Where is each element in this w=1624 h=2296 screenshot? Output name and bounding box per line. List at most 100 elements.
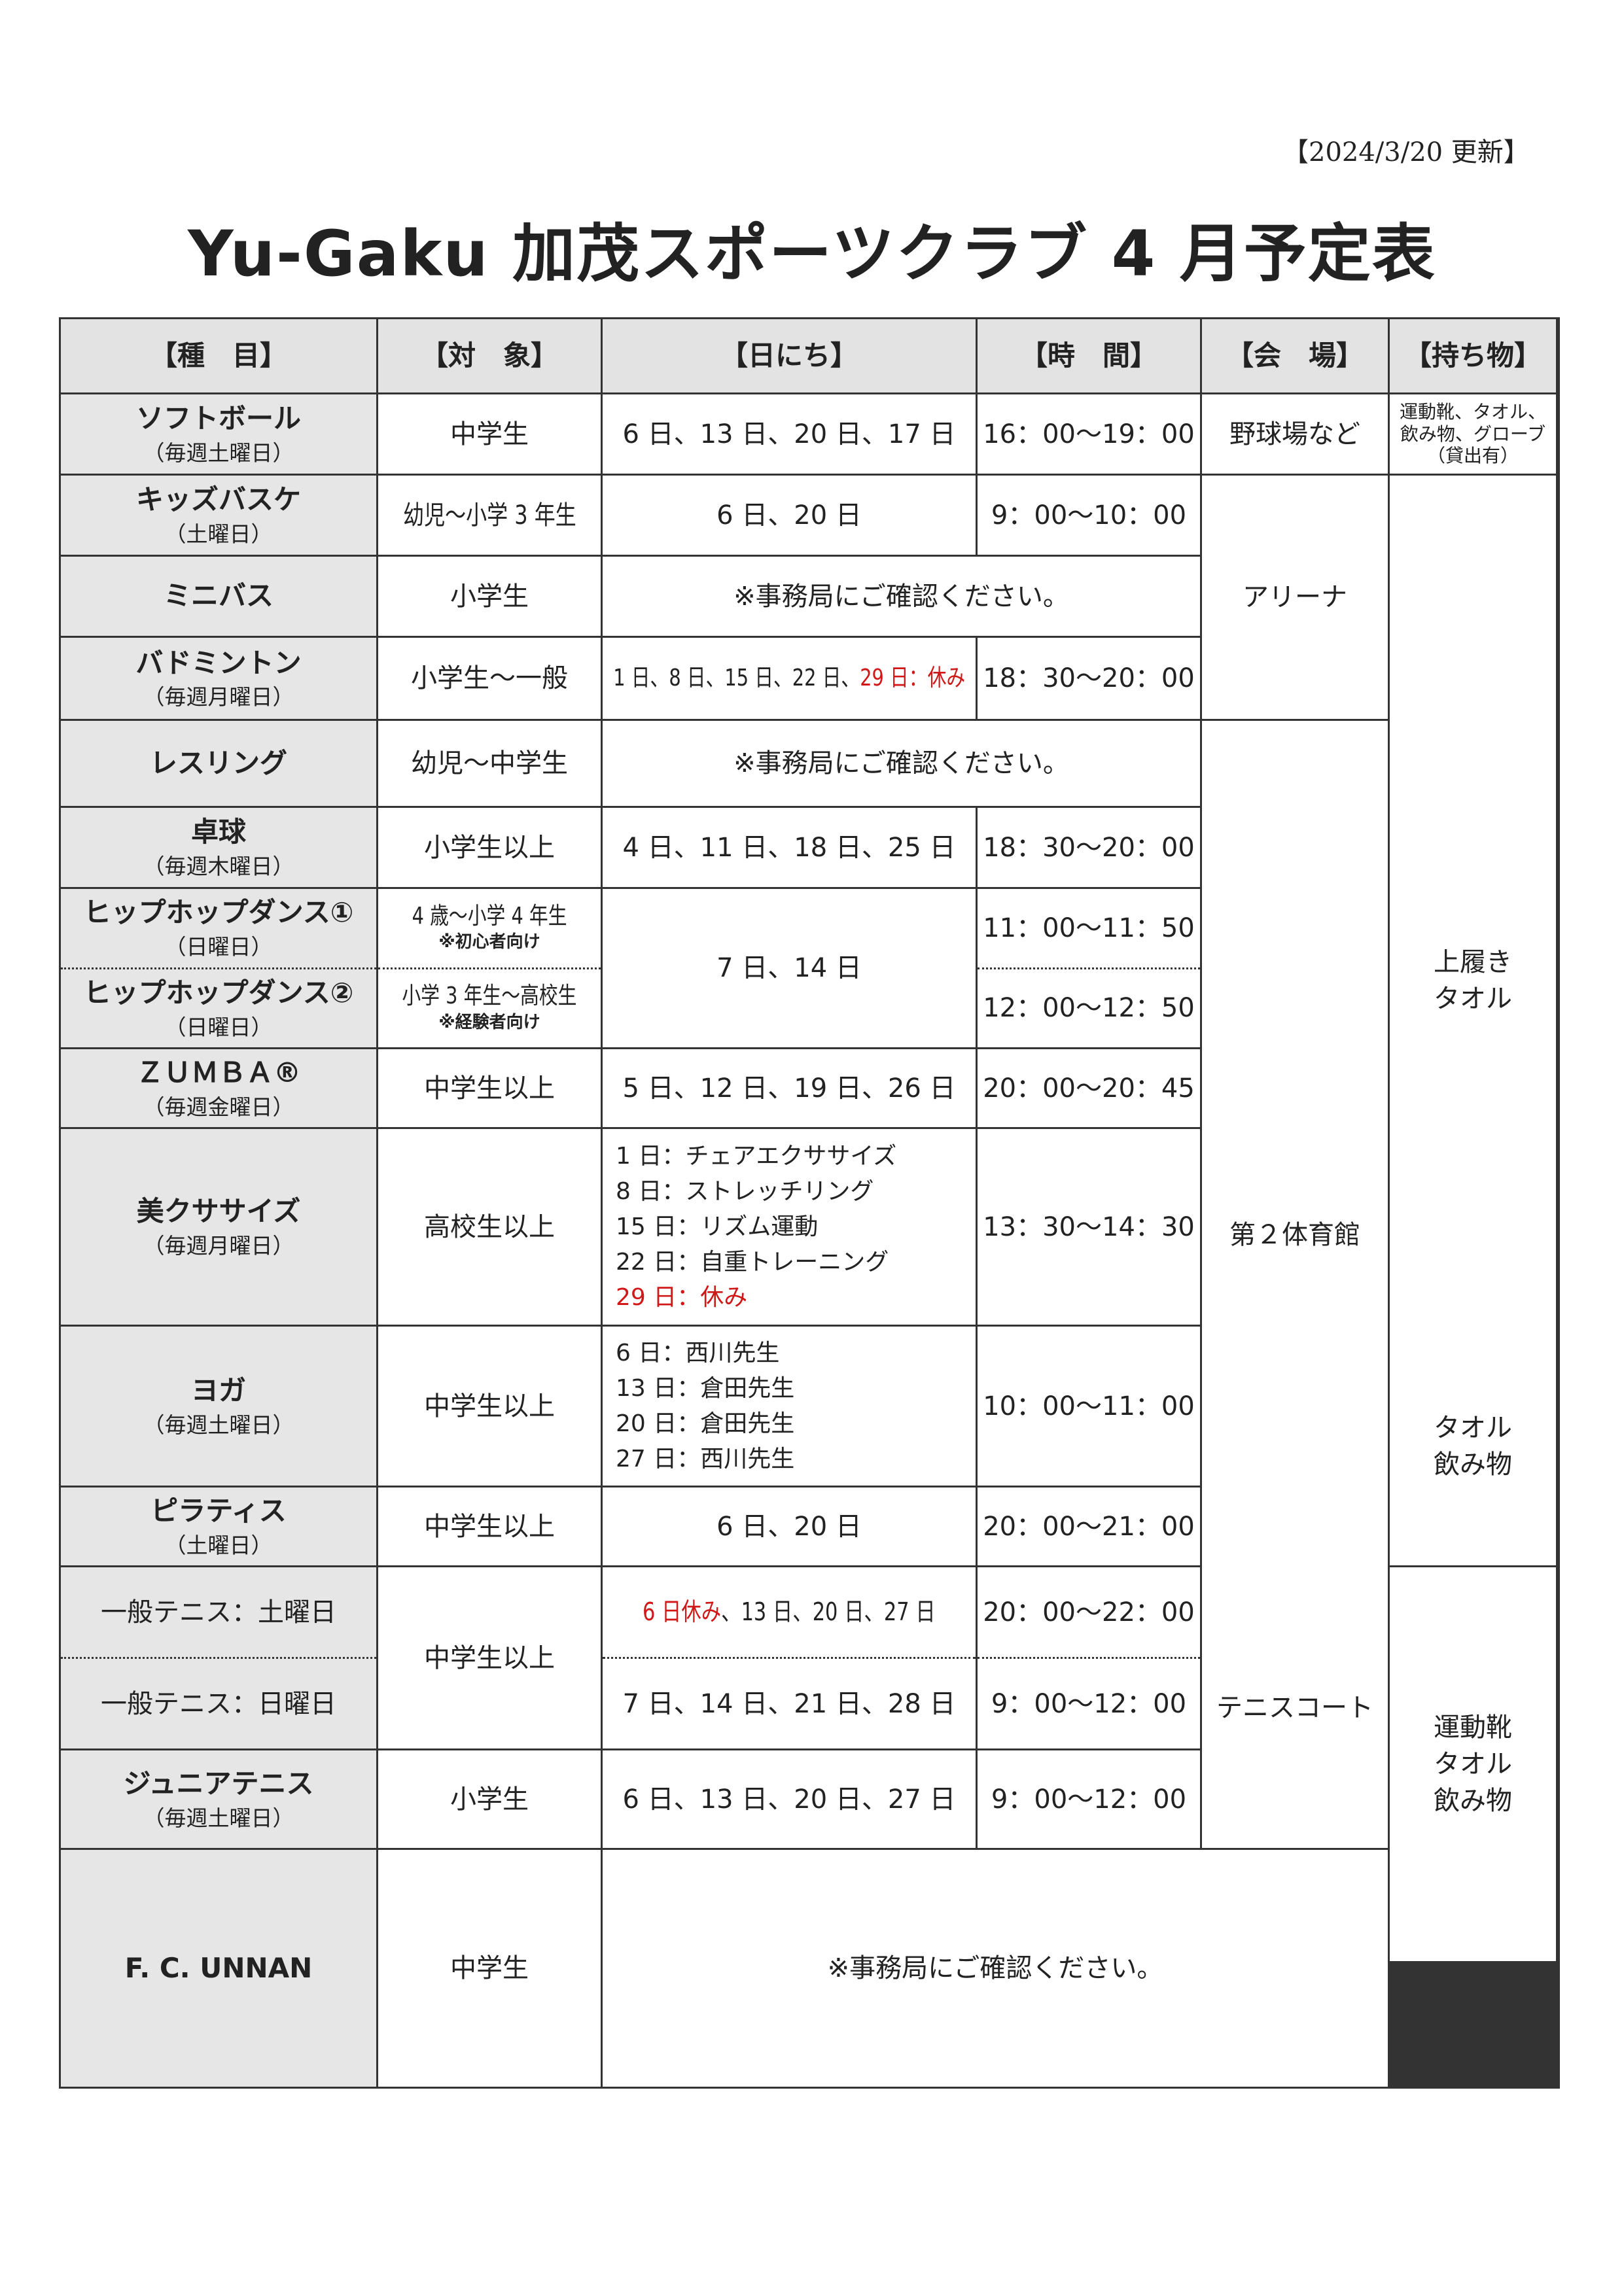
sport-name: ヨガ: [190, 1374, 246, 1406]
dates-line: 6 日休み、13 日、20 日、27 日: [643, 1597, 936, 1627]
time-cell: 11：00～11：50: [983, 913, 1195, 943]
date-line: 13 日：倉田先生: [616, 1374, 795, 1402]
sport-name: ジュニアテニス: [123, 1767, 314, 1800]
item-line: 飲み物: [1434, 1449, 1512, 1480]
dates-cell: 6 日、13 日、20 日、17 日: [603, 394, 976, 474]
header-time: 【時 間】: [978, 319, 1200, 392]
item-line: （貸出有）: [1426, 445, 1519, 467]
dates-cell: ※事務局にご確認ください。: [603, 1850, 1388, 2087]
items-cell: 運動靴、タオル、 飲み物、グローブ （貸出有）: [1390, 394, 1556, 474]
date-line: 27 日：西川先生: [616, 1445, 795, 1472]
sport-day: （土曜日）: [164, 1532, 273, 1558]
sport-day: （毎週土曜日）: [143, 1805, 294, 1831]
sport-minibasket: ミニバス: [61, 557, 376, 636]
target-cell: 中学生: [378, 1850, 601, 2087]
items-a: 上履き タオル: [1390, 476, 1556, 1486]
target-cell: 高校生以上: [378, 1129, 601, 1325]
dates-cell: 6 日、20 日: [603, 476, 976, 555]
item-line: 飲み物: [1434, 1786, 1512, 1816]
target-hiphop2: 小学 3 年生～高校生 ※経験者向け: [378, 967, 601, 1048]
target-cell: 小学生: [378, 1750, 601, 1848]
time-cell: 20：00～21：00: [978, 1487, 1200, 1565]
sport-name: ＺＵＭＢＡ®: [135, 1056, 301, 1088]
target-cell: 中学生以上: [378, 1567, 601, 1748]
schedule-table: 【種 目】 【対 象】 【日にち】 【時 間】 【会 場】 【持ち物】 ソフトボ…: [59, 317, 1560, 2089]
sport-badminton: バドミントン （毎週月曜日）: [61, 638, 376, 719]
sport-tabletennis: 卓球 （毎週木曜日）: [61, 808, 376, 887]
sport-kidsbasket: キッズバスケ （土曜日）: [61, 476, 376, 555]
header-items: 【持ち物】: [1390, 319, 1556, 392]
item-line: タオル: [1434, 1749, 1512, 1779]
header-sport: 【種 目】: [61, 319, 376, 392]
target-cell: 中学生以上: [378, 1049, 601, 1127]
dates-closed: 6 日休み: [643, 1597, 722, 1626]
sport-day: （毎週木曜日）: [143, 853, 294, 879]
target-hiphop: 4 歳～小学 4 年生 ※初心者向け 小学 3 年生～高校生 ※経験者向け: [378, 889, 601, 1047]
target-cell: 小学生: [378, 557, 601, 636]
sport-zumba: ＺＵＭＢＡ® （毎週金曜日）: [61, 1049, 376, 1127]
sport-name: 一般テニス：土曜日: [101, 1597, 336, 1627]
sport-name: バドミントン: [135, 646, 302, 679]
sport-wrestling: レスリング: [61, 721, 376, 806]
time-cell: 9：00～10：00: [978, 476, 1200, 555]
dates-cell: 4 日、11 日、18 日、25 日: [603, 808, 976, 887]
date-line: 8 日：ストレッチリング: [616, 1177, 874, 1205]
dates-cell: 6 日、20 日: [603, 1487, 976, 1565]
sport-day: （毎週月曜日）: [143, 684, 294, 710]
sport-name: ミニバス: [163, 580, 274, 612]
header-venue: 【会 場】: [1202, 319, 1388, 392]
dates-cell: 6 日：西川先生 13 日：倉田先生 20 日：倉田先生 27 日：西川先生: [603, 1327, 976, 1486]
sport-day: （土曜日）: [164, 521, 273, 547]
dates-line: 1 日、8 日、15 日、22 日、29 日：休み: [613, 664, 965, 692]
dates-cell: 7 日、14 日、21 日、28 日: [603, 1657, 976, 1748]
time-cell: 10：00～11：00: [978, 1327, 1200, 1486]
venue-cell: 野球場など: [1202, 394, 1388, 474]
header-dates: 【日にち】: [603, 319, 976, 392]
time-cell: 20：00～22：00: [983, 1597, 1195, 1627]
items-b: タオル 飲み物: [1390, 1327, 1556, 1565]
time-cell: 18：30～20：00: [978, 638, 1200, 719]
sport-hiphop: ヒップホップダンス① （日曜日） ヒップホップダンス② （日曜日）: [61, 889, 376, 1047]
item-line: 運動靴: [1434, 1713, 1512, 1743]
dates-cell: ※事務局にご確認ください。: [603, 557, 1200, 636]
sport-day: （毎週月曜日）: [143, 1232, 294, 1259]
sport-pilates: ピラティス （土曜日）: [61, 1487, 376, 1565]
time-hiphop: 11：00～11：50 12：00～12：50: [978, 889, 1200, 1047]
date-closed: 29 日：休み: [616, 1283, 748, 1311]
sport-hiphop1: ヒップホップダンス① （日曜日）: [61, 889, 376, 967]
sport-tennis-sat: 一般テニス：土曜日: [61, 1567, 376, 1657]
sport-tennis: 一般テニス：土曜日 一般テニス：日曜日: [61, 1567, 376, 1748]
time-cell: 16：00～19：00: [978, 394, 1200, 474]
time-cell: 9：00～12：00: [978, 1657, 1200, 1748]
sport-day: （日曜日）: [164, 934, 273, 960]
date-line: 22 日：自重トレーニング: [616, 1248, 889, 1276]
sport-softball: ソフトボール （毎週土曜日）: [61, 394, 376, 474]
dates-cell: 6 日、13 日、20 日、27 日: [603, 1750, 976, 1848]
sport-bikusasize: 美クササイズ （毎週月曜日）: [61, 1129, 376, 1325]
dates-cell: ※事務局にご確認ください。: [603, 721, 1200, 806]
target-text: 4 歳～小学 4 年生: [412, 902, 567, 930]
sport-hiphop2: ヒップホップダンス② （日曜日）: [61, 967, 376, 1048]
target-cell: 中学生以上: [378, 1327, 601, 1486]
dates-cell: 6 日休み、13 日、20 日、27 日: [603, 1567, 976, 1657]
date-line: 1 日：チェアエクササイズ: [616, 1142, 897, 1170]
dates-tennis: 6 日休み、13 日、20 日、27 日 7 日、14 日、21 日、28 日: [603, 1567, 976, 1748]
target-cell: 幼児～中学生: [378, 721, 601, 806]
item-line: タオル: [1434, 984, 1512, 1014]
item-line: 飲み物、グローブ: [1400, 423, 1546, 445]
dates-cell: 5 日、12 日、19 日、26 日: [603, 1049, 976, 1127]
sport-name: F. C. UNNAN: [124, 1951, 313, 1984]
sport-day: （毎週土曜日）: [143, 1412, 294, 1438]
time-cell: 18：30～20：00: [978, 808, 1200, 887]
target-text: 小学 3 年生～高校生: [402, 983, 577, 1010]
header-target: 【対 象】: [378, 319, 601, 392]
date-line: 20 日：倉田先生: [616, 1410, 795, 1437]
sport-name: 美クササイズ: [136, 1195, 301, 1227]
target-cell: 中学生: [378, 394, 601, 474]
target-cell: 中学生以上: [378, 1487, 601, 1565]
sport-day: （毎週土曜日）: [143, 440, 294, 466]
sport-name: ピラティス: [150, 1495, 287, 1527]
sport-name: ヒップホップダンス②: [83, 976, 354, 1009]
sport-day: （日曜日）: [164, 1014, 273, 1040]
target-hiphop1: 4 歳～小学 4 年生 ※初心者向け: [378, 889, 601, 967]
